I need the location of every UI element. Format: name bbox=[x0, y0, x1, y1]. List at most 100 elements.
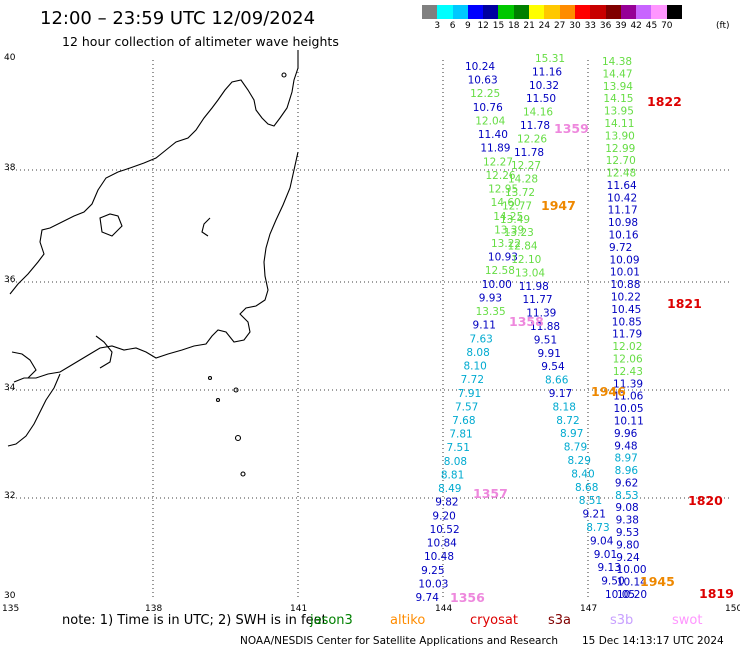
wave-height-value: 10.45 bbox=[611, 304, 641, 316]
wave-height-value: 10.85 bbox=[612, 316, 642, 328]
latitude-label: 34 bbox=[4, 383, 16, 393]
pass-time-label: 1356 bbox=[450, 590, 485, 605]
color-scale-tick: 9 bbox=[465, 21, 471, 31]
wave-height-value: 9.24 bbox=[616, 552, 640, 564]
wave-height-value: 10.42 bbox=[607, 192, 637, 204]
wave-height-value: 10.20 bbox=[617, 589, 647, 601]
wave-height-value: 9.51 bbox=[534, 334, 557, 346]
wave-height-value: 12.26 bbox=[486, 170, 516, 182]
wave-height-value: 9.01 bbox=[594, 549, 617, 561]
longitude-labels: 135 138 141 144 147 150 bbox=[2, 604, 740, 614]
wave-height-value: 9.82 bbox=[435, 497, 458, 509]
wave-height-value: 9.13 bbox=[598, 562, 621, 574]
wave-height-value: 14.15 bbox=[603, 93, 633, 105]
wave-height-value: 12.43 bbox=[613, 366, 643, 378]
pass-time-label: 1358 bbox=[509, 314, 544, 329]
wave-height-value: 9.17 bbox=[549, 388, 572, 400]
color-scale-tick: 39 bbox=[615, 21, 627, 31]
wave-height-value: 12.26 bbox=[517, 133, 547, 145]
latitude-label: 38 bbox=[4, 163, 16, 173]
wave-height-value: 14.25 bbox=[493, 211, 523, 223]
color-swatch bbox=[483, 5, 499, 19]
color-scale-tick: 21 bbox=[523, 21, 535, 31]
color-swatch bbox=[513, 5, 530, 19]
wave-height-value: 10.01 bbox=[610, 267, 640, 279]
wave-height-value: 8.96 bbox=[615, 465, 639, 477]
wave-height-value: 10.03 bbox=[418, 578, 448, 590]
pass-time-label: 1357 bbox=[473, 486, 508, 501]
wave-height-value: 8.29 bbox=[568, 455, 591, 467]
wave-height-value: 13.39 bbox=[494, 224, 524, 236]
color-scale-tick: 15 bbox=[492, 21, 505, 31]
wave-height-value: 11.64 bbox=[607, 180, 637, 192]
wave-height-value: 7.72 bbox=[461, 374, 484, 386]
wave-height-value: 12.77 bbox=[502, 200, 532, 212]
generation-timestamp: 15 Dec 14:13:17 UTC 2024 bbox=[582, 635, 724, 647]
longitude-label: 147 bbox=[580, 604, 597, 614]
wave-height-value: 10.48 bbox=[424, 551, 454, 563]
noto-peninsula bbox=[99, 213, 123, 237]
wave-height-value: 13.04 bbox=[515, 267, 545, 279]
legend-item-s3b: s3b bbox=[610, 613, 634, 628]
longitude-label: 141 bbox=[290, 604, 307, 614]
color-scale-tick: 30 bbox=[569, 21, 581, 31]
wave-height-value: 12.27 bbox=[511, 160, 541, 172]
wave-height-value: 9.53 bbox=[616, 527, 639, 539]
longitude-label: 144 bbox=[435, 604, 452, 614]
wave-height-value: 11.39 bbox=[613, 378, 643, 390]
wave-height-value: 12.02 bbox=[612, 341, 642, 353]
color-scale-tick: 33 bbox=[584, 21, 597, 31]
longitude-label: 135 bbox=[2, 604, 19, 614]
wave-height-value: 9.11 bbox=[473, 320, 496, 332]
wave-height-value: 8.79 bbox=[564, 442, 587, 454]
island-izu bbox=[234, 434, 242, 442]
legend-item-s3a: s3a bbox=[548, 613, 572, 628]
wave-height-value: 10.09 bbox=[609, 254, 639, 266]
legend-item-altiko: altiko bbox=[390, 613, 426, 628]
color-scale-unit: (ft) bbox=[716, 21, 730, 31]
wave-height-value: 11.16 bbox=[532, 66, 562, 78]
wave-height-value: 11.06 bbox=[613, 391, 643, 403]
color-swatch bbox=[636, 5, 652, 19]
latitude-label: 30 bbox=[4, 591, 16, 601]
wave-height-value: 12.10 bbox=[511, 254, 541, 266]
wave-height-value: 13.35 bbox=[476, 306, 506, 318]
wave-height-value: 9.38 bbox=[616, 515, 639, 527]
pass-time-label: 1945 bbox=[640, 574, 675, 589]
color-swatch bbox=[422, 5, 438, 19]
wave-height-value: 10.76 bbox=[473, 102, 503, 114]
island-oki bbox=[215, 397, 221, 403]
wave-height-value: 9.25 bbox=[421, 565, 444, 577]
wave-height-value: 8.51 bbox=[579, 495, 602, 507]
wave-height-value: 10.22 bbox=[611, 292, 641, 304]
wave-height-value: 7.63 bbox=[469, 333, 492, 345]
color-scale-tick: 24 bbox=[538, 21, 551, 31]
wave-height-value: 9.54 bbox=[541, 361, 565, 373]
island-miyake bbox=[233, 387, 239, 393]
wave-height-value: 10.84 bbox=[427, 538, 457, 550]
wave-height-value: 12.25 bbox=[470, 88, 500, 100]
wave-height-value: 9.80 bbox=[616, 539, 639, 551]
wave-height-value: 11.89 bbox=[480, 143, 510, 155]
pass-time-label: 1819 bbox=[699, 586, 734, 601]
color-swatch bbox=[559, 5, 575, 19]
legend-item-swot: swot bbox=[672, 613, 703, 628]
wave-height-value: 12.04 bbox=[475, 115, 505, 127]
wave-height-value: 12.06 bbox=[613, 353, 643, 365]
wave-height-value: 8.08 bbox=[444, 456, 467, 468]
note-text: note: 1) Time is in UTC; 2) SWH is in fe… bbox=[62, 613, 327, 628]
credit-text: NOAA/NESDIS Center for Satellite Applica… bbox=[240, 635, 558, 647]
wave-height-value: 8.66 bbox=[545, 375, 569, 387]
wave-height-value: 13.49 bbox=[500, 214, 530, 226]
wave-height-value: 13.95 bbox=[604, 106, 634, 118]
color-scale-tick: 18 bbox=[508, 21, 520, 31]
pass-time-label: 1947 bbox=[541, 198, 576, 213]
wave-height-value: 13.72 bbox=[505, 187, 535, 199]
color-swatch bbox=[590, 5, 606, 19]
wave-height-value: 8.81 bbox=[441, 469, 464, 481]
pass-time-label: 1946 bbox=[591, 384, 626, 399]
wave-height-value: 10.52 bbox=[430, 524, 460, 536]
latitude-label: 40 bbox=[4, 53, 16, 63]
